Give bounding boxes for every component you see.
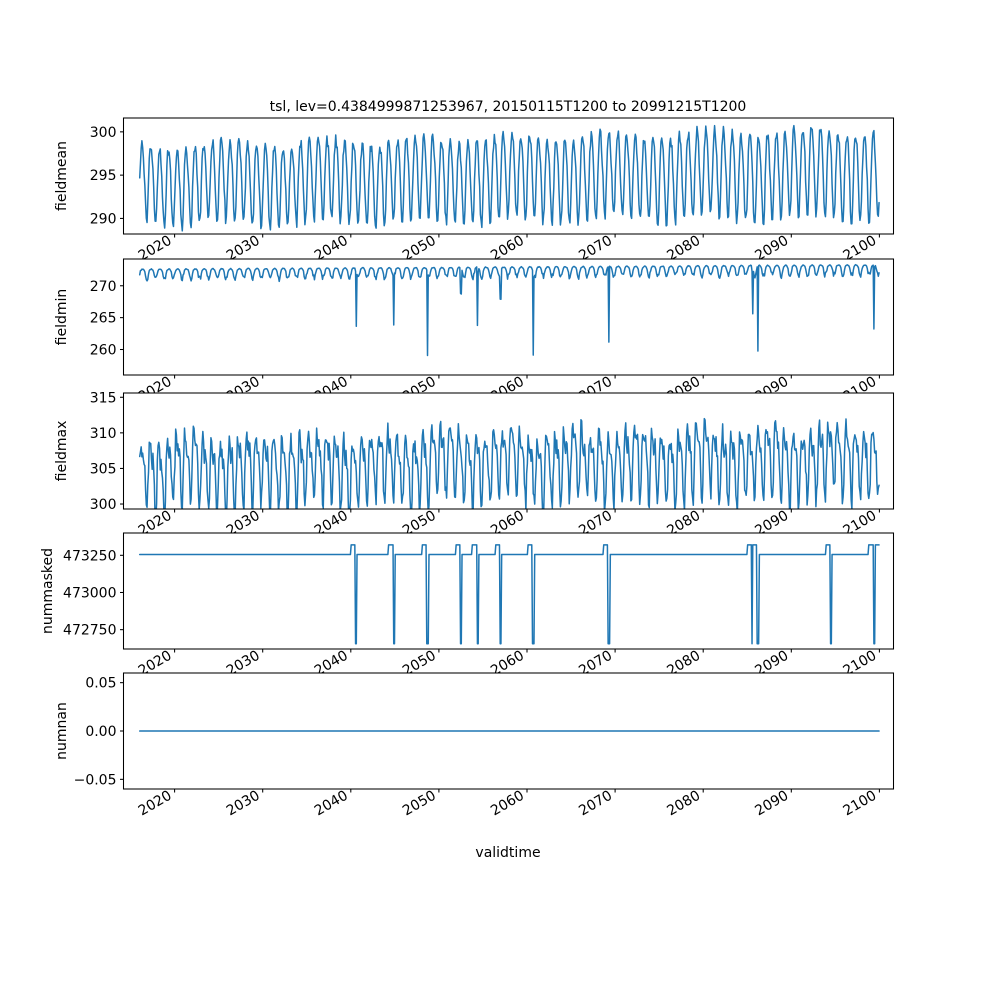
y-tick-label: 300 xyxy=(90,497,117,513)
y-tick-label: 265 xyxy=(90,311,117,327)
axes-frame-nummasked xyxy=(122,532,895,650)
y-tick-label: 472750 xyxy=(63,623,116,639)
y-tick-label: 290 xyxy=(90,211,117,227)
axes-frame-fieldmean xyxy=(122,117,895,235)
y-axis-label-fieldmin: fieldmin xyxy=(54,289,70,346)
x-axis-label: validtime xyxy=(475,845,540,861)
y-tick-label: 0.00 xyxy=(85,724,116,740)
y-tick-label: 315 xyxy=(90,390,117,406)
series-line-fieldmean xyxy=(138,124,880,232)
plot-area-nummasked xyxy=(123,533,894,649)
y-axis-label-nummasked: nummasked xyxy=(40,548,56,634)
y-tick-label: −0.05 xyxy=(74,772,117,788)
axes-frame-fieldmin xyxy=(122,258,895,376)
y-tick-label: 310 xyxy=(90,426,117,442)
y-axis-label-fieldmean: fieldmean xyxy=(54,141,70,211)
series-line-fieldmax xyxy=(138,417,880,509)
y-tick-label: 270 xyxy=(90,279,117,295)
y-tick-label: 305 xyxy=(90,461,117,477)
y-axis-label-fieldmax: fieldmax xyxy=(54,421,70,482)
series-line-fieldmin xyxy=(138,263,880,357)
figure-title: tsl, lev=0.4384999871253967, 20150115T12… xyxy=(270,99,747,115)
y-axis-label-numnan: numnan xyxy=(54,702,70,760)
y-tick-label: 0.05 xyxy=(85,676,116,692)
axes-frame-fieldmax xyxy=(122,392,895,510)
y-tick-label: 300 xyxy=(90,125,117,141)
y-tick-label: 260 xyxy=(90,343,117,359)
y-tick-label: 473000 xyxy=(63,585,116,601)
y-tick-label: 295 xyxy=(90,168,117,184)
y-tick-label: 473250 xyxy=(63,548,116,564)
series-line-nummasked xyxy=(138,544,880,645)
